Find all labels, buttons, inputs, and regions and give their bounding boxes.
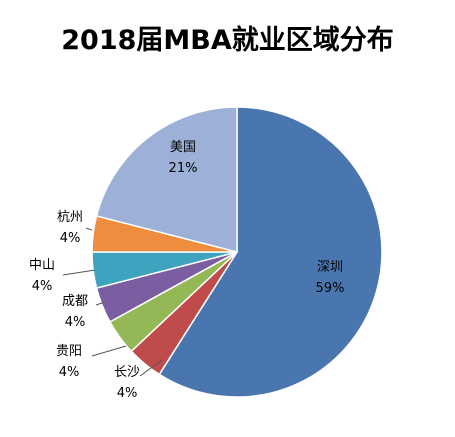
leader-lines bbox=[62, 227, 163, 377]
slice-percent-label-6: 21% bbox=[169, 161, 198, 176]
slice-labels: 深圳 59% 长沙 4% 贵阳 4% 成都 4% 中山 4% 杭州 4% 美国 21% bbox=[29, 140, 344, 401]
slice-percent-label-1: 4% bbox=[117, 386, 138, 401]
slice-name-label-2: 贵阳 bbox=[56, 344, 82, 359]
leader-line-1 bbox=[139, 359, 163, 377]
slice-percent-label-3: 4% bbox=[65, 315, 86, 330]
slice-percent-label-5: 4% bbox=[60, 231, 81, 246]
slice-name-label-6: 美国 bbox=[170, 140, 196, 155]
leader-line-3 bbox=[95, 301, 106, 306]
slice-name-label-1: 长沙 bbox=[114, 365, 140, 380]
chart-title: 2018届MBA就业区域分布 bbox=[61, 25, 394, 56]
pie-slices bbox=[91, 106, 383, 398]
pie-slice-0 bbox=[158, 106, 383, 398]
slice-name-label-0: 深圳 bbox=[317, 260, 343, 275]
slice-name-label-5: 杭州 bbox=[57, 210, 83, 225]
leader-line-2 bbox=[91, 345, 127, 357]
leader-line-4 bbox=[62, 269, 96, 276]
slice-name-label-3: 成都 bbox=[62, 294, 88, 309]
slice-percent-label-2: 4% bbox=[59, 365, 80, 380]
slice-percent-label-4: 4% bbox=[32, 279, 53, 294]
slice-percent-label-0: 59% bbox=[316, 281, 345, 296]
leader-line-5 bbox=[85, 227, 93, 231]
pie-slice-6 bbox=[95, 106, 238, 253]
slice-name-label-4: 中山 bbox=[29, 258, 55, 273]
